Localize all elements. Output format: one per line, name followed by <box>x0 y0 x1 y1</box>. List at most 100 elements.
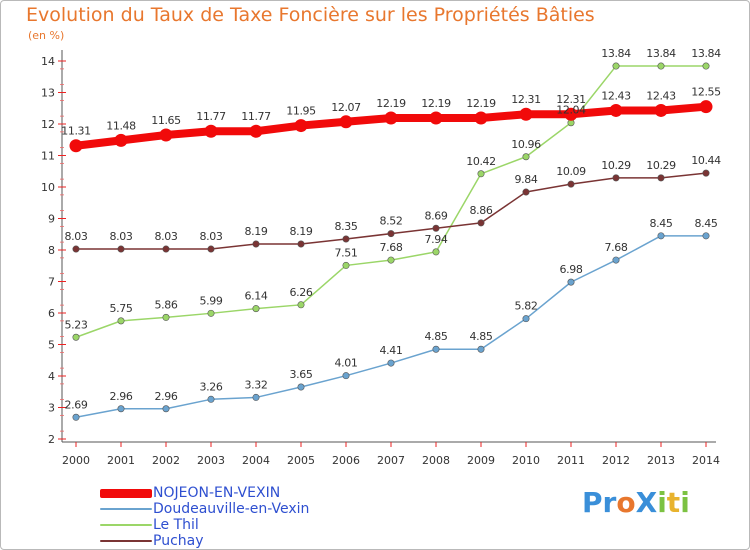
data-point-nojeon-en-vexin <box>249 124 263 138</box>
data-label-le-thil: 7.68 <box>380 241 403 254</box>
data-label-le-thil: 5.23 <box>65 318 88 331</box>
data-point-puchay <box>297 240 305 248</box>
legend-label: NOJEON-EN-VEXIN <box>153 485 281 501</box>
data-label-puchay: 8.03 <box>110 230 133 243</box>
logo-letter: i <box>657 486 667 519</box>
data-point-le-thil <box>522 153 530 161</box>
data-label-doudeauville-en-vexin: 4.41 <box>380 344 403 357</box>
data-label-le-thil: 13.84 <box>601 47 631 60</box>
data-label-puchay: 8.69 <box>425 209 448 222</box>
data-label-le-thil: 12.04 <box>556 104 586 117</box>
legend-swatch <box>100 508 152 510</box>
data-point-puchay <box>252 240 260 248</box>
x-tick-label: 2004 <box>242 454 270 467</box>
data-point-puchay <box>612 174 620 182</box>
data-point-puchay <box>117 245 125 253</box>
data-label-nojeon-en-vexin: 12.19 <box>376 97 406 110</box>
data-point-doudeauville-en-vexin <box>477 345 485 353</box>
data-label-nojeon-en-vexin: 12.55 <box>691 86 721 99</box>
legend-label: Le Thil <box>153 517 199 533</box>
data-point-puchay <box>342 235 350 243</box>
data-point-le-thil <box>207 309 215 317</box>
data-point-doudeauville-en-vexin <box>702 232 710 240</box>
y-tick-label: 9 <box>48 213 55 226</box>
data-label-doudeauville-en-vexin: 5.82 <box>515 300 538 313</box>
x-tick-label: 2000 <box>62 454 90 467</box>
data-label-le-thil: 7.94 <box>425 233 448 246</box>
y-unit-label: (en %) <box>28 29 65 42</box>
data-point-nojeon-en-vexin <box>654 103 668 117</box>
logo-letter: r <box>602 486 617 519</box>
data-point-le-thil <box>702 62 710 70</box>
data-point-puchay <box>432 224 440 232</box>
x-tick-label: 2010 <box>512 454 540 467</box>
data-point-puchay <box>477 219 485 227</box>
data-label-nojeon-en-vexin: 11.77 <box>241 110 271 123</box>
legend-label: Puchay <box>153 533 204 549</box>
legend-swatch <box>100 488 152 498</box>
data-point-le-thil <box>162 313 170 321</box>
data-label-doudeauville-en-vexin: 3.26 <box>200 380 223 393</box>
data-label-le-thil: 5.86 <box>155 298 178 311</box>
data-point-doudeauville-en-vexin <box>342 372 350 380</box>
data-point-le-thil <box>432 248 440 256</box>
data-label-nojeon-en-vexin: 11.77 <box>196 110 226 123</box>
data-label-puchay: 10.29 <box>646 159 676 172</box>
logo-letter: i <box>680 486 690 519</box>
x-tick-label: 2003 <box>197 454 225 467</box>
data-label-nojeon-en-vexin: 12.07 <box>331 101 361 114</box>
x-tick-label: 2014 <box>692 454 720 467</box>
proxiti-logo: ProXiti <box>582 486 690 519</box>
y-tick-label: 4 <box>48 370 55 383</box>
data-label-puchay: 8.03 <box>155 230 178 243</box>
data-label-nojeon-en-vexin: 11.31 <box>61 125 91 138</box>
y-tick-label: 6 <box>48 307 55 320</box>
data-label-nojeon-en-vexin: 12.43 <box>601 89 631 102</box>
data-point-nojeon-en-vexin <box>474 111 488 125</box>
data-label-le-thil: 7.51 <box>335 246 358 259</box>
x-tick-label: 2009 <box>467 454 495 467</box>
data-label-puchay: 9.84 <box>515 173 538 186</box>
data-point-nojeon-en-vexin <box>204 124 218 138</box>
y-tick-label: 7 <box>48 276 55 289</box>
data-point-puchay <box>207 245 215 253</box>
data-label-puchay: 8.19 <box>245 225 268 238</box>
x-tick-label: 2008 <box>422 454 450 467</box>
data-point-doudeauville-en-vexin <box>117 405 125 413</box>
data-label-doudeauville-en-vexin: 4.01 <box>335 357 358 370</box>
data-point-doudeauville-en-vexin <box>657 232 665 240</box>
data-label-puchay: 8.19 <box>290 225 313 238</box>
data-point-puchay <box>657 174 665 182</box>
data-point-puchay <box>72 245 80 253</box>
logo-letter: P <box>582 486 603 519</box>
data-point-doudeauville-en-vexin <box>522 315 530 323</box>
y-tick-label: 2 <box>48 433 55 446</box>
data-point-doudeauville-en-vexin <box>567 278 575 286</box>
data-point-doudeauville-en-vexin <box>72 413 80 421</box>
y-tick-label: 12 <box>41 118 55 131</box>
data-point-puchay <box>387 230 395 238</box>
data-label-le-thil: 6.14 <box>245 290 268 303</box>
data-label-puchay: 8.86 <box>470 204 493 217</box>
data-point-nojeon-en-vexin <box>339 115 353 129</box>
data-label-nojeon-en-vexin: 12.19 <box>466 97 496 110</box>
data-point-nojeon-en-vexin <box>519 107 533 121</box>
data-label-nojeon-en-vexin: 12.31 <box>556 93 586 106</box>
y-tick-label: 14 <box>41 55 55 68</box>
data-label-le-thil: 5.75 <box>110 302 133 315</box>
x-tick-label: 2002 <box>152 454 180 467</box>
data-label-nojeon-en-vexin: 11.95 <box>286 105 316 118</box>
data-point-nojeon-en-vexin <box>564 107 578 121</box>
data-label-doudeauville-en-vexin: 2.96 <box>110 390 133 403</box>
data-point-nojeon-en-vexin <box>429 111 443 125</box>
data-label-le-thil: 5.99 <box>200 294 223 307</box>
data-label-nojeon-en-vexin: 11.65 <box>151 114 181 127</box>
data-point-doudeauville-en-vexin <box>612 256 620 264</box>
data-label-doudeauville-en-vexin: 4.85 <box>425 330 448 343</box>
y-tick-label: 13 <box>41 87 55 100</box>
data-label-doudeauville-en-vexin: 2.69 <box>65 398 88 411</box>
x-tick-label: 2001 <box>107 454 135 467</box>
data-label-nojeon-en-vexin: 11.48 <box>106 119 136 132</box>
data-point-le-thil <box>117 317 125 325</box>
data-point-doudeauville-en-vexin <box>162 405 170 413</box>
